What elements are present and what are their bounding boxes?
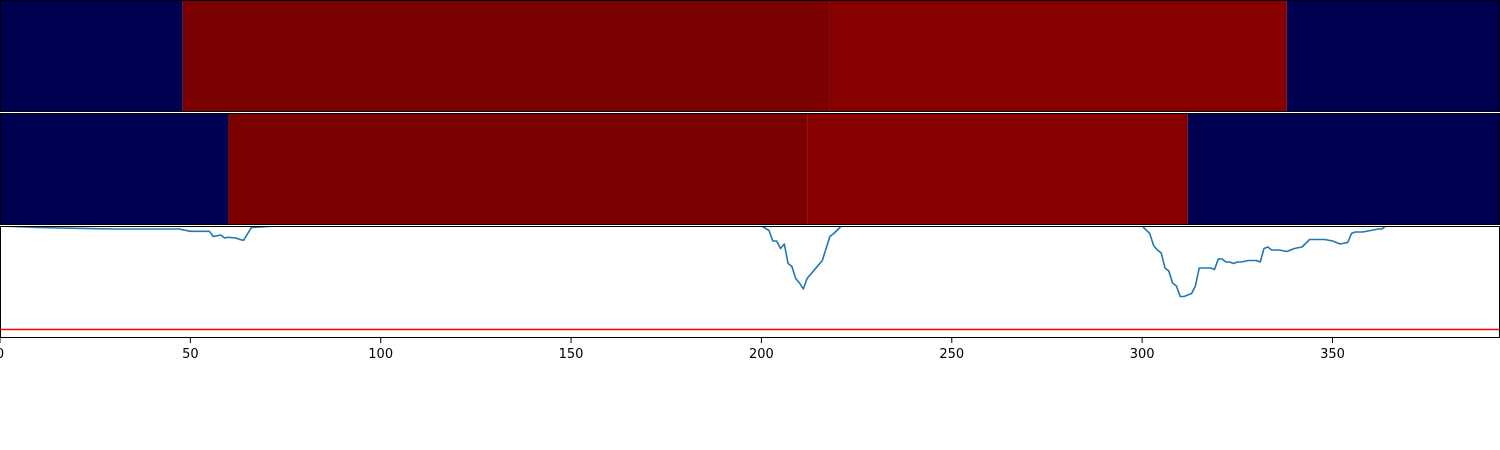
x-tick-label: 100 (368, 347, 393, 362)
heatmap-2-segment-4 (1187, 113, 1500, 225)
heatmap-1-segment-4 (1286, 0, 1500, 112)
panel-frame-3 (0, 226, 1500, 338)
x-tick-label: 300 (1130, 347, 1155, 362)
heatmap-1-segment-3 (829, 0, 1287, 112)
heatmap-1-segment-1 (0, 0, 183, 112)
line-series-1 (0, 225, 1500, 298)
heatmap-2-segment-1 (0, 113, 229, 225)
heatmap-1-segment-2 (182, 0, 830, 112)
heatmap-2-segment-2 (228, 113, 808, 225)
x-tick-label: 0 (0, 347, 4, 362)
heatmap-2-segment-3 (807, 113, 1188, 225)
x-tick-label: 200 (749, 347, 774, 362)
x-tick-label: 350 (1320, 347, 1345, 362)
x-tick-label: 150 (559, 347, 584, 362)
x-tick-label: 250 (939, 347, 964, 362)
x-tick-label: 50 (182, 347, 199, 362)
